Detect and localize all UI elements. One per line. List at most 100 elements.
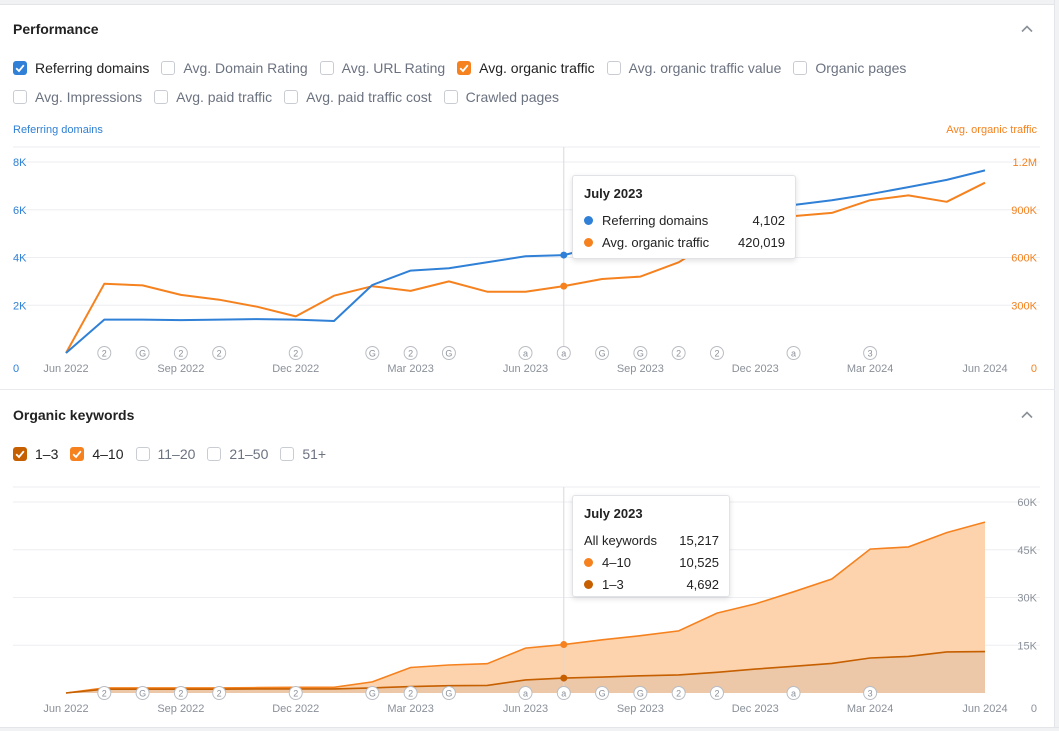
annotation-marker[interactable]: 2 <box>671 686 686 700</box>
series-line-referring-domains <box>65 169 986 354</box>
checkbox-checked-icon[interactable] <box>13 447 27 461</box>
annotation-marker[interactable]: G <box>633 346 648 360</box>
annotation-marker[interactable]: 2 <box>97 686 112 700</box>
y-tick-label: 0 <box>1031 703 1037 715</box>
annotation-marker[interactable]: 2 <box>173 346 188 360</box>
checkbox-empty-icon[interactable] <box>161 61 176 75</box>
annotation-marker[interactable]: G <box>135 346 150 360</box>
annotation-marker[interactable]: G <box>595 686 610 700</box>
annotation-marker[interactable]: G <box>365 686 380 700</box>
window-right-border <box>1054 0 1059 731</box>
checkbox-21-50[interactable]: 21–50 <box>207 446 268 462</box>
left-axis-title: Referring domains <box>13 124 103 136</box>
checkbox-avg-domain-rating[interactable]: Avg. Domain Rating <box>161 60 308 76</box>
annotation-label: 2 <box>178 689 183 699</box>
checkbox-label: Referring domains <box>35 60 150 76</box>
performance-tooltip-row: Avg. organic traffic 420,019 <box>584 231 785 253</box>
checkbox-organic-pages[interactable]: Organic pages <box>793 60 906 76</box>
annotation-marker[interactable]: 2 <box>671 346 686 360</box>
annotation-marker[interactable]: 3 <box>863 686 878 700</box>
checkbox-empty-icon[interactable] <box>207 447 222 461</box>
organic-keywords-title: Organic keywords <box>13 407 135 423</box>
annotation-marker[interactable]: a <box>556 686 571 700</box>
x-tick-label: Jun 2024 <box>962 703 1007 715</box>
checkbox-avg-paid-traffic[interactable]: Avg. paid traffic <box>154 89 272 105</box>
annotation-label: 2 <box>676 349 681 359</box>
annotation-marker[interactable]: 2 <box>97 346 112 360</box>
annotation-marker[interactable]: 2 <box>709 686 724 700</box>
annotation-marker[interactable]: a <box>786 686 801 700</box>
annotation-marker[interactable]: G <box>365 346 380 360</box>
annotation-marker[interactable]: 2 <box>403 686 418 700</box>
annotation-marker[interactable]: 3 <box>863 346 878 360</box>
annotation-label: 2 <box>102 689 107 699</box>
annotation-marker[interactable]: 2 <box>709 346 724 360</box>
annotation-marker[interactable]: a <box>556 346 571 360</box>
annotation-label: G <box>445 349 452 359</box>
checkbox-4-10[interactable]: 4–10 <box>70 446 124 462</box>
checkbox-empty-icon[interactable] <box>443 90 458 104</box>
checkbox-avg-organic-traffic-value[interactable]: Avg. organic traffic value <box>606 60 781 76</box>
checkbox-crawled-pages[interactable]: Crawled pages <box>443 89 559 105</box>
checkbox-11-20[interactable]: 11–20 <box>135 446 195 462</box>
annotation-marker[interactable]: 2 <box>212 686 227 700</box>
x-tick-label: Mar 2024 <box>847 703 893 715</box>
series-line-avg-organic-traffic <box>65 181 986 354</box>
annotation-label: G <box>599 349 606 359</box>
checkbox-checked-icon[interactable] <box>13 61 27 75</box>
hover-point-4-10 <box>560 641 568 649</box>
tooltip-label: 1–3 <box>602 576 624 592</box>
annotation-marker[interactable]: G <box>441 346 456 360</box>
y-left-tick-label: 4K <box>13 253 27 265</box>
annotation-label: 2 <box>676 689 681 699</box>
checkbox-checked-icon[interactable] <box>70 447 85 461</box>
checkbox-referring-domains[interactable]: Referring domains <box>13 60 149 76</box>
performance-tooltip-title: July 2023 <box>584 186 643 201</box>
checkbox-1-3[interactable]: 1–3 <box>13 446 58 462</box>
checkbox-empty-icon[interactable] <box>154 90 169 104</box>
annotation-marker[interactable]: 2 <box>403 346 418 360</box>
hover-point-avg-organic-traffic <box>560 282 568 290</box>
checkbox-empty-icon[interactable] <box>606 61 621 75</box>
annotation-label: 2 <box>293 689 298 699</box>
annotation-marker[interactable]: G <box>135 686 150 700</box>
collapse-keywords-icon[interactable] <box>1018 406 1036 424</box>
annotation-label: a <box>523 349 528 359</box>
tooltip-value: 420,019 <box>738 234 785 250</box>
annotation-label: 2 <box>408 689 413 699</box>
checkbox-empty-icon[interactable] <box>280 447 295 461</box>
collapse-performance-icon[interactable] <box>1018 20 1036 38</box>
checkbox-empty-icon[interactable] <box>284 90 299 104</box>
annotation-label: 2 <box>217 689 222 699</box>
section-divider <box>0 389 1055 390</box>
checkbox-empty-icon[interactable] <box>13 90 27 104</box>
x-tick-label: Mar 2024 <box>847 363 893 375</box>
checkbox-avg-url-rating[interactable]: Avg. URL Rating <box>319 60 445 76</box>
annotation-marker[interactable]: 2 <box>288 346 303 360</box>
keywords-tooltip: July 2023 All keywords 15,217 4–10 10,52… <box>572 495 730 597</box>
checkbox-empty-icon[interactable] <box>135 447 150 461</box>
y-left-tick-label: 0 <box>13 363 19 375</box>
checkbox-avg-organic-traffic[interactable]: Avg. organic traffic <box>457 60 595 76</box>
annotation-marker[interactable]: a <box>518 346 533 360</box>
checkbox-empty-icon[interactable] <box>793 61 808 75</box>
annotation-marker[interactable]: G <box>595 346 610 360</box>
annotation-marker[interactable]: 2 <box>173 686 188 700</box>
annotation-marker[interactable]: G <box>441 686 456 700</box>
checkbox-avg-impressions[interactable]: Avg. Impressions <box>13 89 142 105</box>
checkbox-checked-icon[interactable] <box>457 61 472 75</box>
annotation-marker[interactable]: 2 <box>212 346 227 360</box>
checkbox-empty-icon[interactable] <box>319 61 334 75</box>
annotation-label: G <box>139 349 146 359</box>
checkbox-51[interactable]: 51+ <box>280 446 326 462</box>
y-left-tick-label: 6K <box>13 205 27 217</box>
checkbox-label: 4–10 <box>92 446 124 462</box>
annotation-marker[interactable]: a <box>518 686 533 700</box>
annotation-marker[interactable]: a <box>786 346 801 360</box>
annotation-marker[interactable]: G <box>633 686 648 700</box>
checkbox-avg-paid-traffic-cost[interactable]: Avg. paid traffic cost <box>284 89 432 105</box>
x-tick-label: Sep 2022 <box>157 363 204 375</box>
annotation-marker[interactable]: 2 <box>288 686 303 700</box>
